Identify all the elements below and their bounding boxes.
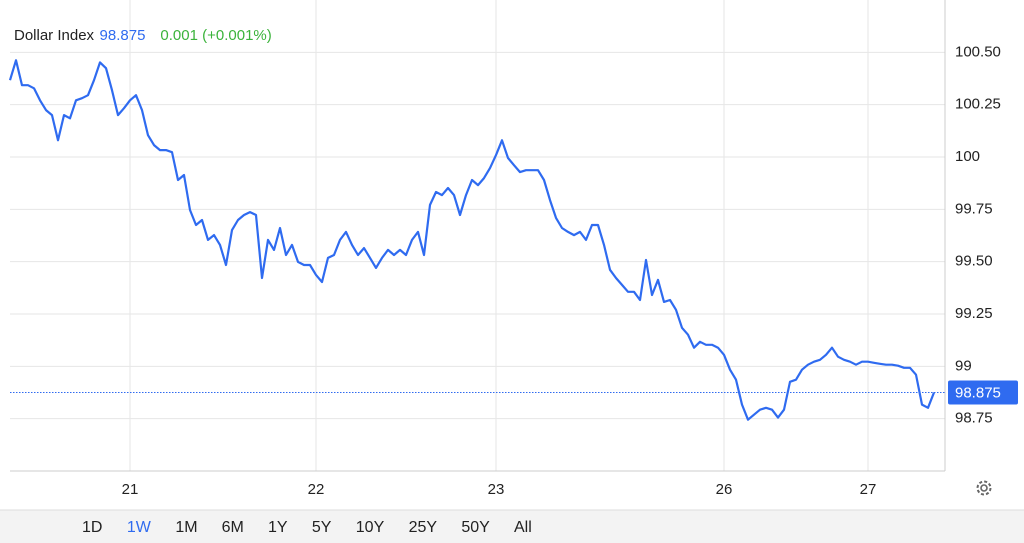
range-button[interactable]: All <box>514 519 532 536</box>
settings-icon[interactable] <box>976 480 992 496</box>
range-button[interactable]: 1D <box>82 519 102 536</box>
y-tick-label: 100.50 <box>955 43 1001 60</box>
x-tick-label: 23 <box>488 481 505 498</box>
x-tick-label: 22 <box>308 481 325 498</box>
y-tick-label: 98.75 <box>955 410 993 427</box>
range-button[interactable]: 1M <box>175 519 197 536</box>
range-button[interactable]: 6M <box>222 519 244 536</box>
range-button[interactable]: 10Y <box>356 519 385 536</box>
range-button[interactable]: 1Y <box>268 519 288 536</box>
y-tick-label: 99.75 <box>955 200 993 217</box>
x-tick-label: 27 <box>860 481 877 498</box>
x-tick-label: 26 <box>716 481 733 498</box>
range-button[interactable]: 5Y <box>312 519 332 536</box>
range-button[interactable]: 25Y <box>409 519 438 536</box>
change: 0.001 (+0.001%) <box>160 27 271 44</box>
last-price-tag <box>948 380 1018 405</box>
x-tick-label: 21 <box>122 481 139 498</box>
last-value: 98.875 <box>100 27 146 44</box>
y-tick-label: 99.25 <box>955 305 993 322</box>
gear-hub <box>980 484 988 492</box>
gear-teeth <box>976 480 992 496</box>
range-button[interactable]: 50Y <box>461 519 490 536</box>
y-tick-label: 99 <box>955 357 972 374</box>
last-price-label: 98.875 <box>955 384 1001 401</box>
y-tick-label: 99.50 <box>955 253 993 270</box>
y-tick-label: 100.25 <box>955 96 1001 113</box>
y-tick-label: 100 <box>955 148 980 165</box>
price-line <box>8 59 936 421</box>
range-button[interactable]: 1W <box>127 519 152 536</box>
range-bar <box>0 510 1024 543</box>
chart-title: Dollar Index <box>14 27 95 44</box>
